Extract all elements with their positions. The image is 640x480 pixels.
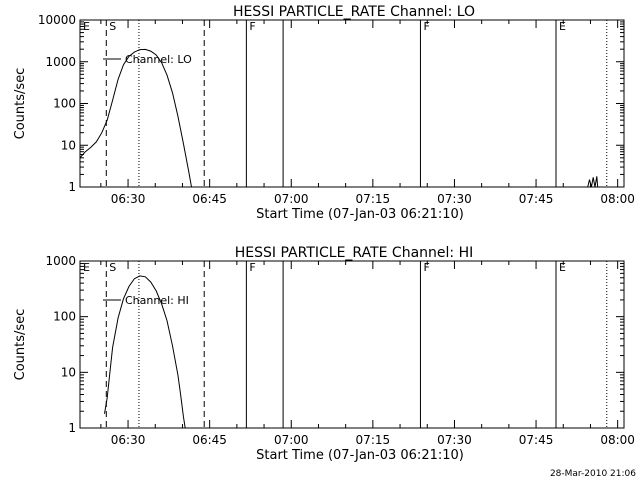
y-tick-label: 1	[68, 421, 76, 435]
x-tick-label: 07:45	[519, 433, 554, 447]
time-marker-label: E	[83, 261, 90, 274]
x-axis-label: Start Time (07-Jan-03 06:21:10)	[256, 448, 464, 463]
x-tick-label: 06:30	[111, 192, 146, 206]
y-tick-label: 100	[53, 97, 76, 111]
plot-frame	[79, 260, 625, 429]
hi-channel-panel: HESSI PARTICLE_RATE Channel: HI E S F F E 1 10 1…	[13, 245, 635, 463]
time-marker-label: S	[109, 261, 116, 274]
series-line-channel-lo	[79, 48, 192, 188]
y-axis-label: Counts/sec	[13, 68, 28, 140]
y-tick-label: 100	[53, 310, 76, 324]
y-axis-label: Counts/sec	[13, 309, 28, 381]
x-tick-label: 06:45	[192, 192, 227, 206]
legend-label: Channel: HI	[125, 294, 189, 307]
x-tick-label: 07:00	[274, 433, 309, 447]
time-marker-label: F	[423, 20, 429, 33]
y-tick-label: 1	[68, 180, 76, 194]
x-tick-label: 07:15	[356, 192, 391, 206]
chart-title: HESSI PARTICLE_RATE Channel: LO	[233, 4, 475, 20]
time-marker-label: E	[83, 20, 90, 33]
y-tick-label: 10	[61, 365, 76, 379]
x-axis-label: Start Time (07-Jan-03 06:21:10)	[256, 207, 464, 222]
x-tick-label: 07:30	[437, 192, 472, 206]
x-tick-label: 07:45	[519, 192, 554, 206]
time-marker-label: F	[249, 20, 255, 33]
x-tick-label: 07:00	[274, 192, 309, 206]
time-marker-label: F	[249, 261, 255, 274]
time-marker-label: E	[559, 20, 566, 33]
footer-timestamp: 28-Mar-2010 21:06	[550, 469, 636, 479]
y-tick-label: 1000	[45, 55, 76, 69]
y-tick-label: 10000	[38, 13, 76, 27]
time-marker-label: F	[423, 261, 429, 274]
chart-title: HESSI PARTICLE_RATE Channel: HI	[235, 245, 473, 261]
x-tick-label: 08:00	[600, 192, 635, 206]
y-tick-label: 10	[61, 138, 76, 152]
x-tick-label: 07:30	[437, 433, 472, 447]
series-line-aux-1	[587, 176, 599, 188]
lo-channel-panel: HESSI PARTICLE_RATE Channel: LO E S F F E 1 10 1…	[13, 4, 635, 222]
x-tick-label: 08:00	[600, 433, 635, 447]
x-tick-label: 06:45	[192, 433, 227, 447]
y-tick-label: 1000	[45, 254, 76, 268]
time-marker-label: S	[109, 20, 116, 33]
x-tick-label: 06:30	[111, 433, 146, 447]
legend-label: Channel: LO	[125, 53, 192, 66]
time-marker-label: E	[559, 261, 566, 274]
series-line-channel-hi	[104, 275, 186, 429]
x-tick-label: 07:15	[356, 433, 391, 447]
plot-frame	[79, 19, 625, 188]
